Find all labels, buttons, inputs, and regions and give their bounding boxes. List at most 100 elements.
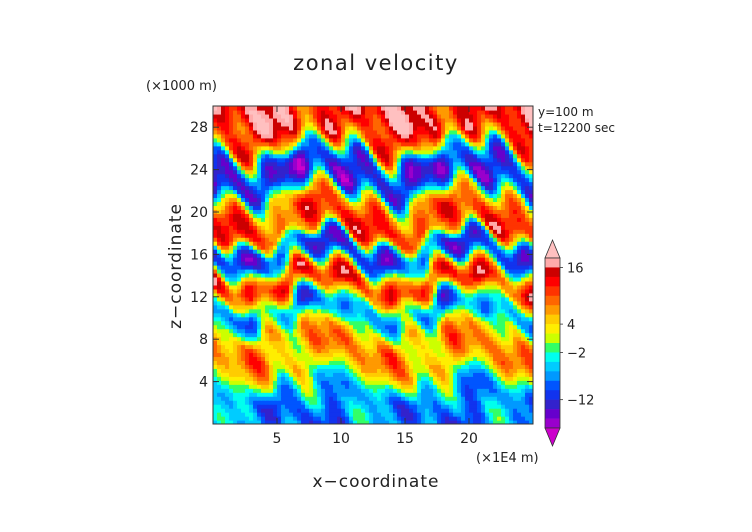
heatmap-cell [293, 336, 298, 342]
heatmap-cell [217, 221, 222, 226]
heatmap-cell [441, 296, 446, 302]
heatmap-cell [361, 344, 366, 350]
heatmap-cell [289, 356, 294, 362]
heatmap-cell [213, 217, 218, 222]
heatmap-cell [401, 197, 406, 202]
heatmap-cell [249, 245, 254, 250]
heatmap-cell [421, 344, 426, 350]
heatmap-cell [361, 292, 366, 298]
heatmap-cell [341, 241, 346, 246]
heatmap-cell [433, 320, 438, 326]
heatmap-cell [469, 380, 474, 385]
heatmap-cell [417, 213, 422, 218]
heatmap-cell [317, 268, 322, 274]
heatmap-cell [321, 404, 326, 409]
heatmap-cell [301, 356, 306, 362]
heatmap-cell [289, 320, 294, 326]
heatmap-cell [449, 197, 454, 202]
heatmap-cell [525, 237, 530, 242]
heatmap-cell [321, 372, 326, 377]
heatmap-cell [229, 376, 234, 381]
heatmap-cell [245, 332, 250, 338]
heatmap-cell [293, 312, 298, 318]
heatmap-cell [449, 360, 454, 365]
heatmap-cell [405, 217, 410, 222]
heatmap-cell [361, 265, 366, 270]
heatmap-cell [477, 265, 482, 270]
heatmap-cell [525, 229, 530, 234]
heatmap-cell [525, 225, 530, 230]
heatmap-cell [297, 324, 302, 330]
heatmap-cell [529, 181, 533, 187]
heatmap-cell [249, 416, 254, 421]
heatmap-cell [225, 380, 230, 385]
heatmap-cell [245, 392, 250, 397]
heatmap-cell [373, 193, 378, 199]
heatmap-cell [421, 237, 426, 242]
heatmap-cell [397, 225, 402, 230]
heatmap-cell [365, 308, 370, 314]
heatmap-cell [213, 272, 218, 278]
heatmap-cell [213, 193, 218, 199]
heatmap-cell [485, 229, 490, 234]
heatmap-cell [401, 416, 406, 421]
heatmap-cell [289, 201, 294, 206]
heatmap-cell [261, 340, 266, 346]
heatmap-cell [217, 241, 222, 246]
heatmap-cell [269, 376, 274, 381]
heatmap-cell [245, 356, 250, 362]
heatmap-cell [501, 288, 506, 294]
heatmap-cell [369, 268, 374, 274]
heatmap-cell [529, 288, 533, 294]
heatmap-cell [325, 316, 330, 322]
heatmap-cell [321, 245, 326, 250]
heatmap-cell [361, 348, 366, 354]
heatmap-cell [393, 280, 398, 286]
heatmap-cell [453, 193, 458, 199]
heatmap-cell [305, 292, 310, 298]
heatmap-cell [421, 193, 426, 199]
heatmap-cell [501, 324, 506, 330]
heatmap-cell [497, 185, 502, 191]
heatmap-cell [365, 360, 370, 365]
heatmap-cell [453, 332, 458, 338]
heatmap-cell [473, 300, 478, 306]
heatmap-cell [489, 265, 494, 270]
heatmap-cell [377, 308, 382, 314]
heatmap-cell [237, 332, 242, 338]
heatmap-cell [501, 185, 506, 191]
heatmap-cell [317, 241, 322, 246]
heatmap-cell [389, 392, 394, 397]
heatmap-cell [421, 348, 426, 354]
heatmap-cell [337, 316, 342, 322]
heatmap-cell [333, 197, 338, 202]
heatmap-cell [253, 328, 258, 334]
heatmap-cell [521, 177, 526, 183]
heatmap-cell [521, 376, 526, 381]
heatmap-cell [233, 312, 238, 318]
heatmap-cell [481, 372, 486, 377]
heatmap-cell [233, 261, 238, 266]
heatmap-cell [217, 396, 222, 401]
heatmap-cell [293, 217, 298, 222]
heatmap-cell [481, 201, 486, 206]
heatmap-cell [309, 420, 314, 424]
heatmap-cell [221, 364, 226, 369]
heatmap-cell [249, 340, 254, 346]
heatmap-cell [289, 225, 294, 230]
heatmap-cell [505, 408, 510, 413]
heatmap-cell [497, 257, 502, 262]
heatmap-cell [513, 284, 518, 290]
heatmap-cell [501, 364, 506, 369]
heatmap-cell [405, 376, 410, 381]
heatmap-cell [337, 304, 342, 310]
heatmap-cell [501, 348, 506, 354]
heatmap-cell [405, 284, 410, 290]
heatmap-cell [317, 376, 322, 381]
heatmap-cell [497, 420, 502, 424]
heatmap-cell [405, 312, 410, 318]
heatmap-cell [421, 408, 426, 413]
heatmap-cell [349, 308, 354, 314]
heatmap-cell [309, 392, 314, 397]
heatmap-cell [477, 300, 482, 306]
